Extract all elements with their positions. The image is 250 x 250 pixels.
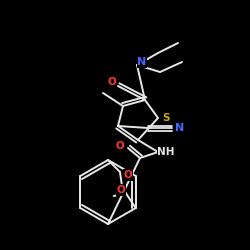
Text: N: N (138, 57, 146, 67)
Text: S: S (162, 113, 170, 123)
Text: O: O (116, 185, 125, 195)
Text: O: O (108, 77, 116, 87)
Text: N: N (176, 123, 184, 133)
Text: O: O (124, 170, 132, 180)
Text: O: O (116, 141, 124, 151)
Text: NH: NH (157, 147, 175, 157)
